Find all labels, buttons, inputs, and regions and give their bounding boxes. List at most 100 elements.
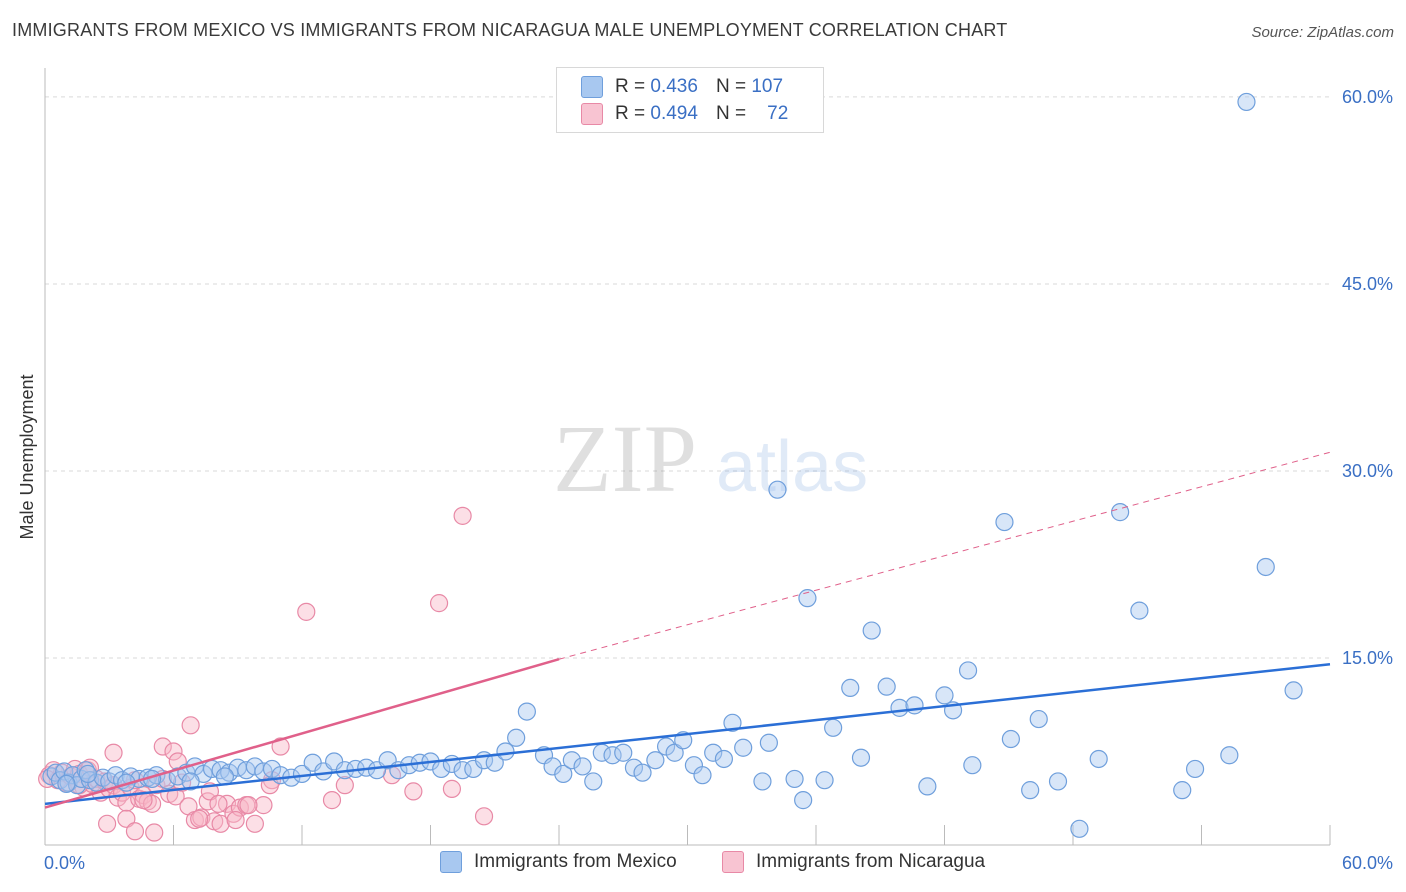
nicaragua-point bbox=[98, 814, 117, 833]
legend-r-value: 0.494 bbox=[650, 103, 698, 124]
mexico-point bbox=[78, 764, 97, 784]
mexico-trend-line bbox=[44, 662, 1331, 806]
nicaragua-point bbox=[145, 823, 164, 842]
nicaragua-point bbox=[442, 779, 462, 798]
mexico-point bbox=[633, 763, 652, 782]
mexico-point bbox=[665, 743, 684, 762]
mexico-point bbox=[958, 661, 978, 680]
mexico-point bbox=[1220, 746, 1239, 765]
legend-n-value: 72 bbox=[767, 103, 789, 124]
mexico-point bbox=[1089, 749, 1108, 769]
nicaragua-trend-extension bbox=[558, 451, 1331, 660]
mexico-point bbox=[935, 686, 954, 705]
y-tick-label: 30.0% bbox=[1342, 461, 1393, 481]
mexico-point bbox=[785, 769, 804, 789]
mexico-point bbox=[1070, 819, 1089, 838]
mexico-point bbox=[918, 777, 937, 796]
mexico-point bbox=[905, 696, 924, 715]
mexico-point bbox=[877, 677, 896, 696]
nicaragua-point bbox=[474, 807, 494, 826]
nicaragua-point bbox=[164, 742, 183, 761]
watermark: ZIP atlas bbox=[553, 405, 868, 512]
nicaragua-trend-line bbox=[44, 658, 560, 809]
nicaragua-swatch bbox=[581, 103, 603, 125]
nicaragua-point bbox=[239, 796, 258, 815]
mexico-point bbox=[1256, 557, 1275, 577]
mexico-point bbox=[496, 742, 515, 761]
mexico-point bbox=[624, 758, 644, 777]
mexico-point bbox=[543, 757, 562, 776]
mexico-points bbox=[42, 92, 1303, 838]
nicaragua-point bbox=[190, 809, 209, 828]
x-tick-label: 60.0% bbox=[1342, 853, 1393, 873]
mexico-point bbox=[573, 757, 592, 776]
trend-lines bbox=[44, 451, 1331, 809]
nicaragua-swatch bbox=[722, 851, 744, 873]
series-name-nicaragua: Immigrants from Nicaragua bbox=[756, 851, 986, 872]
watermark-atlas: atlas bbox=[716, 427, 868, 507]
nicaragua-point bbox=[117, 809, 136, 828]
mexico-point bbox=[862, 621, 881, 640]
mexico-point bbox=[794, 791, 813, 810]
bottom-legend-nicaragua: Immigrants from Nicaragua bbox=[722, 851, 985, 873]
mexico-point bbox=[963, 756, 982, 775]
mexico-point bbox=[723, 713, 742, 732]
y-tick-label: 60.0% bbox=[1342, 87, 1393, 107]
nicaragua-point bbox=[271, 737, 290, 756]
axes bbox=[44, 68, 1331, 846]
source-label: Source: ZipAtlas.com bbox=[1251, 24, 1394, 41]
legend-box: R = 0.436 N = 107 R = 0.494 N = 72 bbox=[556, 67, 824, 133]
mexico-point bbox=[995, 512, 1014, 532]
nicaragua-point bbox=[254, 796, 273, 815]
nicaragua-point bbox=[104, 743, 123, 762]
mexico-point bbox=[768, 480, 787, 499]
nicaragua-point bbox=[322, 791, 342, 810]
mexico-swatch bbox=[440, 851, 462, 873]
nicaragua-point bbox=[404, 782, 423, 801]
legend-r-value: 0.436 bbox=[650, 76, 698, 97]
mexico-point bbox=[554, 764, 573, 784]
mexico-point bbox=[562, 751, 581, 770]
nicaragua-point bbox=[245, 814, 264, 833]
mexico-point bbox=[1173, 781, 1192, 800]
nicaragua-point bbox=[181, 716, 200, 735]
mexico-point bbox=[759, 733, 778, 752]
mexico-point bbox=[753, 772, 772, 791]
nicaragua-point bbox=[211, 814, 230, 833]
watermark-zip: ZIP bbox=[553, 405, 697, 512]
legend-n-label: N = bbox=[715, 76, 747, 97]
nicaragua-point bbox=[134, 791, 153, 810]
mexico-point bbox=[714, 749, 734, 769]
mexico-point bbox=[734, 738, 753, 757]
mexico-point bbox=[890, 698, 909, 717]
nicaragua-point bbox=[335, 776, 354, 795]
series-name-mexico: Immigrants from Mexico bbox=[474, 851, 677, 872]
legend-row-nicaragua: R = 0.494 N = 72 bbox=[581, 102, 788, 126]
mexico-point bbox=[517, 702, 536, 721]
y-tick-label: 15.0% bbox=[1342, 648, 1393, 668]
nicaragua-point bbox=[429, 594, 449, 613]
mexico-point bbox=[851, 748, 871, 767]
y-axis-label: Male Unemployment bbox=[17, 374, 37, 539]
mexico-point bbox=[584, 772, 603, 791]
mexico-point bbox=[1130, 601, 1149, 620]
mexico-point bbox=[1021, 781, 1040, 800]
bottom-legend-mexico: Immigrants from Mexico bbox=[440, 851, 677, 873]
nicaragua-point bbox=[125, 822, 145, 841]
grid bbox=[45, 96, 1330, 659]
legend-row-mexico: R = 0.436 N = 107 bbox=[581, 75, 783, 99]
legend-r-label: R = bbox=[615, 76, 646, 97]
mexico-point bbox=[841, 678, 860, 698]
legend-n-value: 107 bbox=[751, 76, 784, 97]
nicaragua-point bbox=[153, 737, 172, 756]
legend-n-label: N = bbox=[715, 103, 747, 124]
mexico-point bbox=[181, 772, 200, 791]
mexico-point bbox=[798, 589, 817, 608]
mexico-point bbox=[1185, 759, 1205, 779]
mexico-point bbox=[693, 766, 712, 785]
mexico-point bbox=[815, 771, 834, 790]
mexico-point bbox=[824, 718, 843, 737]
legend-r-label: R = bbox=[615, 103, 646, 124]
mexico-point bbox=[704, 743, 723, 762]
